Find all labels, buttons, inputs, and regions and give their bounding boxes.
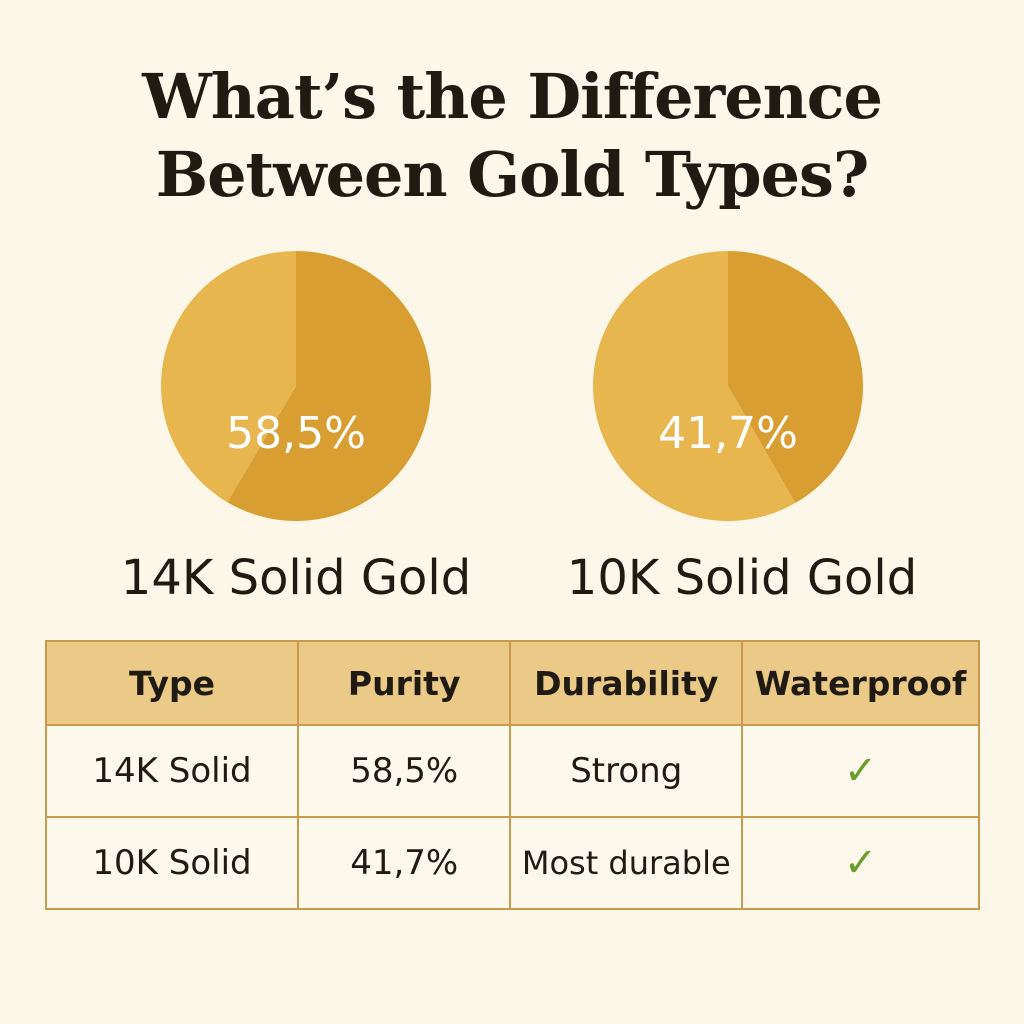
- pie-svg-10k: [593, 250, 863, 521]
- pie-chart-10k: 41,7%: [592, 250, 864, 522]
- header-waterproof: Waterproof: [741, 640, 980, 726]
- page-title: What’s the Difference Between Gold Types?: [0, 58, 1024, 214]
- header-durability: Durability: [509, 640, 744, 726]
- table-header-row: Type Purity Durability Waterproof: [45, 640, 980, 726]
- pie-slice-gold: [227, 251, 431, 521]
- comparison-table: Type Purity Durability Waterproof 14K So…: [45, 640, 980, 910]
- cell-durability: Strong: [509, 724, 744, 818]
- title-line-1: What’s the Difference: [142, 60, 883, 133]
- cell-type: 14K Solid: [45, 724, 299, 818]
- header-purity: Purity: [296, 640, 512, 726]
- pie-svg-14k: [160, 251, 431, 521]
- header-type: Type: [45, 640, 299, 726]
- check-icon: ✓: [741, 816, 980, 910]
- cell-purity: 58,5%: [296, 724, 512, 818]
- title-line-2: Between Gold Types?: [155, 138, 870, 211]
- pie-chart-14k: 58,5%: [160, 250, 432, 522]
- table-row: 14K Solid 58,5% Strong ✓: [45, 724, 980, 818]
- pie-label-14k: 58,5%: [226, 408, 366, 459]
- pie-label-10k: 41,7%: [658, 408, 798, 459]
- cell-purity: 41,7%: [296, 816, 512, 910]
- pie-slice-other: [160, 251, 296, 503]
- table-row: 10K Solid 41,7% Most durable ✓: [45, 816, 980, 910]
- cell-type: 10K Solid: [45, 816, 299, 910]
- pie-title-14k: 14K Solid Gold: [120, 550, 472, 606]
- pie-title-10k: 10K Solid Gold: [566, 550, 918, 606]
- pie-slice-other: [593, 251, 796, 521]
- check-icon: ✓: [741, 724, 980, 818]
- cell-durability: Most durable: [509, 816, 744, 910]
- pie-slice-gold: [728, 250, 863, 504]
